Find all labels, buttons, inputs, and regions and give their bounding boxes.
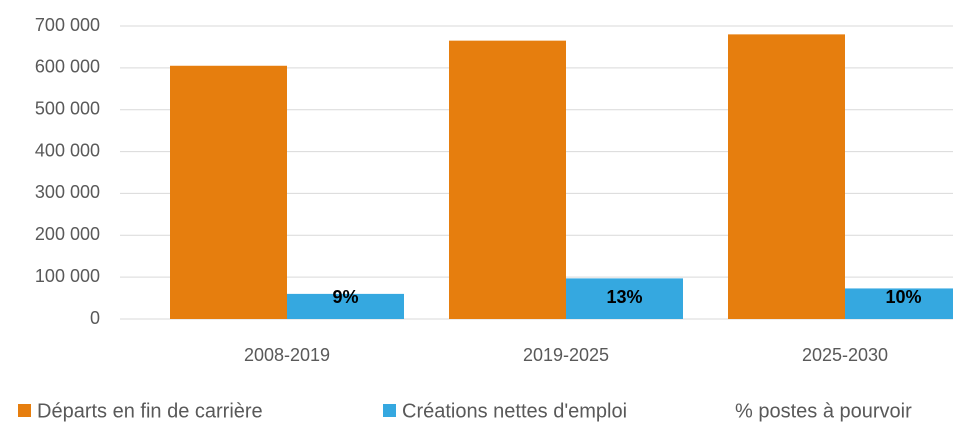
bar	[170, 65, 287, 319]
bar	[287, 293, 404, 319]
bar	[566, 278, 683, 319]
x-tick-label: 2025-2030	[802, 345, 888, 365]
bar	[845, 288, 953, 319]
y-tick-label: 700 000	[35, 15, 100, 35]
legend-swatch	[383, 404, 396, 417]
data-label: 9%	[332, 287, 358, 307]
x-tick-label: 2019-2025	[523, 345, 609, 365]
data-label: 13%	[606, 287, 642, 307]
legend-label: Créations nettes d'emploi	[402, 400, 627, 422]
y-tick-label: 500 000	[35, 98, 100, 118]
bar	[449, 40, 566, 320]
bar	[728, 34, 845, 319]
y-tick-label: 100 000	[35, 266, 100, 286]
x-tick-label: 2008-2019	[244, 345, 330, 365]
y-tick-label: 0	[90, 308, 100, 328]
legend-label: % postes à pourvoir	[735, 400, 912, 422]
y-tick-label: 300 000	[35, 182, 100, 202]
y-tick-label: 400 000	[35, 140, 100, 160]
data-label: 10%	[885, 287, 921, 307]
legend-swatch	[18, 404, 31, 417]
legend-label: Départs en fin de carrière	[37, 400, 263, 422]
y-tick-label: 600 000	[35, 57, 100, 77]
y-tick-label: 200 000	[35, 224, 100, 244]
